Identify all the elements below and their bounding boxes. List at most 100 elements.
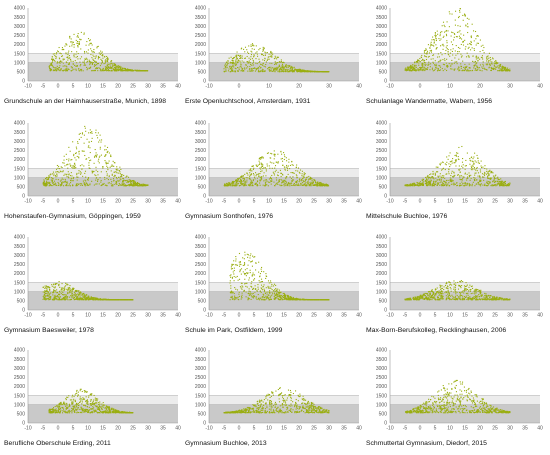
data-point [101,62,103,64]
data-point [236,62,239,64]
data-point [290,299,292,301]
data-point [63,58,65,60]
data-point [240,48,242,50]
data-point [80,48,82,50]
data-point [310,185,312,187]
data-point [244,263,246,265]
data-point [261,70,263,72]
data-point [47,286,49,288]
data-point [99,298,101,300]
data-point [420,66,422,69]
data-point [66,62,68,64]
data-point [132,181,134,183]
data-point [107,65,109,68]
data-point [322,184,324,186]
data-point [305,182,307,184]
data-point [238,54,240,57]
data-point [472,158,474,160]
data-point [68,68,70,71]
data-point [244,68,246,70]
data-point [296,68,298,71]
data-point [290,65,292,67]
data-point [96,47,98,49]
data-point [295,184,298,186]
data-point [274,57,276,59]
data-point [267,152,270,154]
data-point [293,299,296,301]
data-point [476,65,478,67]
data-point [474,152,476,154]
data-point [70,178,72,180]
x-tick-label: 0 [57,313,60,319]
data-point [261,165,263,167]
data-point [460,33,462,35]
data-point [94,299,96,301]
data-point [432,172,434,174]
data-point [103,298,105,300]
data-point [93,55,95,57]
data-point [74,64,76,66]
data-point [81,150,83,152]
data-point [447,65,449,68]
data-point [445,185,447,187]
data-point [116,183,118,185]
data-point [486,185,488,187]
data-point [488,66,490,68]
data-point [493,64,495,66]
data-point [316,182,318,185]
data-point [107,298,109,301]
data-point [125,180,127,182]
data-point [501,70,503,72]
data-point [48,293,50,295]
data-point [59,286,61,288]
data-point [63,49,65,51]
data-point [56,164,58,167]
data-point [244,179,246,181]
data-point [124,67,127,70]
data-point [231,58,234,60]
data-point [306,70,308,72]
data-point [470,35,472,37]
data-point [434,34,436,37]
data-point [115,66,117,68]
data-point [434,183,436,186]
data-point [70,66,72,68]
data-point [89,151,91,154]
data-point [448,11,450,13]
data-point [51,56,53,58]
data-point [80,69,82,72]
data-point [96,183,98,185]
data-point [236,184,238,186]
data-point [78,157,80,159]
data-point [76,172,78,174]
data-point [70,296,72,298]
data-point [271,70,273,72]
data-point [82,70,84,72]
data-point [80,31,82,33]
data-point [448,155,450,157]
data-point [98,156,100,158]
data-point [60,288,63,290]
chart-title: Gymnasium Baesweiler, 1978 [4,327,94,334]
data-point [476,56,478,58]
data-point [113,69,115,71]
data-point [117,65,119,67]
data-point [52,294,54,296]
data-point [258,160,260,162]
data-point [84,183,86,185]
data-point [114,64,116,66]
data-point [249,184,251,187]
data-point [120,184,122,186]
data-point [101,70,103,72]
data-point [303,176,305,178]
data-point [46,285,48,288]
data-point [42,183,44,185]
data-point [435,63,437,65]
data-point [55,70,57,72]
data-point [283,68,286,70]
data-point [143,184,145,186]
data-point [85,158,87,160]
data-point [444,177,446,179]
data-point [50,292,52,294]
data-point [230,268,232,270]
